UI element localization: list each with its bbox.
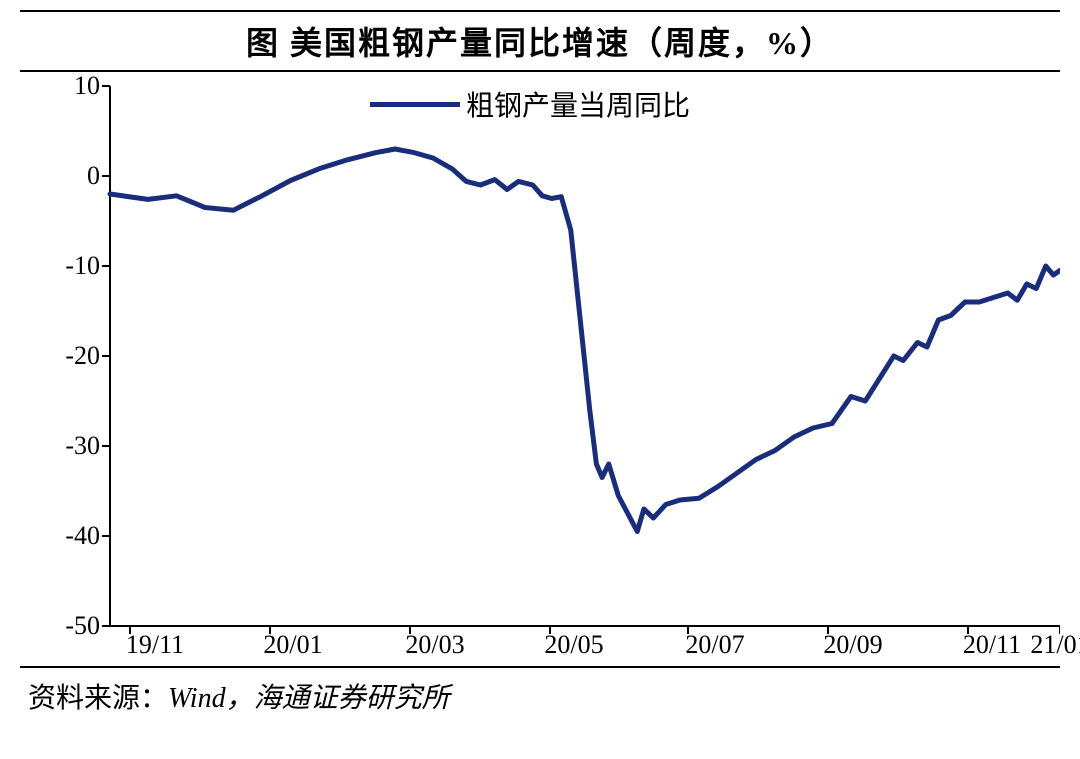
y-tick-label: -30 bbox=[65, 431, 100, 461]
y-tick-label: -50 bbox=[65, 611, 100, 641]
x-tick-label: 20/05 bbox=[544, 630, 603, 660]
x-tick-label: 21/01 bbox=[1030, 630, 1080, 660]
chart-container: 图 美国粗钢产量同比增速（周度，%） 粗钢产量当周同比 100-10-20-30… bbox=[20, 10, 1060, 710]
y-tick-label: -20 bbox=[65, 341, 100, 371]
y-tick-label: 10 bbox=[74, 71, 100, 101]
x-tick-label: 20/03 bbox=[405, 630, 464, 660]
source-footer: 资料来源：Wind，海通证券研究所 bbox=[20, 666, 1060, 716]
chart-title: 图 美国粗钢产量同比增速（周度，%） bbox=[20, 10, 1060, 72]
source-label: 资料来源： bbox=[28, 683, 168, 714]
y-tick-label: -40 bbox=[65, 521, 100, 551]
x-tick-label: 20/01 bbox=[263, 630, 322, 660]
x-tick-label: 20/11 bbox=[963, 630, 1021, 660]
x-tick-label: 20/07 bbox=[685, 630, 744, 660]
plot-svg bbox=[20, 76, 1060, 666]
y-tick-label: -10 bbox=[65, 251, 100, 281]
x-tick-label: 20/09 bbox=[823, 630, 882, 660]
plot-area: 粗钢产量当周同比 100-10-20-30-40-50 19/1120/0120… bbox=[20, 76, 1060, 666]
y-tick-label: 0 bbox=[87, 161, 100, 191]
x-tick-label: 19/11 bbox=[126, 630, 184, 660]
source-text: Wind，海通证券研究所 bbox=[168, 683, 450, 714]
